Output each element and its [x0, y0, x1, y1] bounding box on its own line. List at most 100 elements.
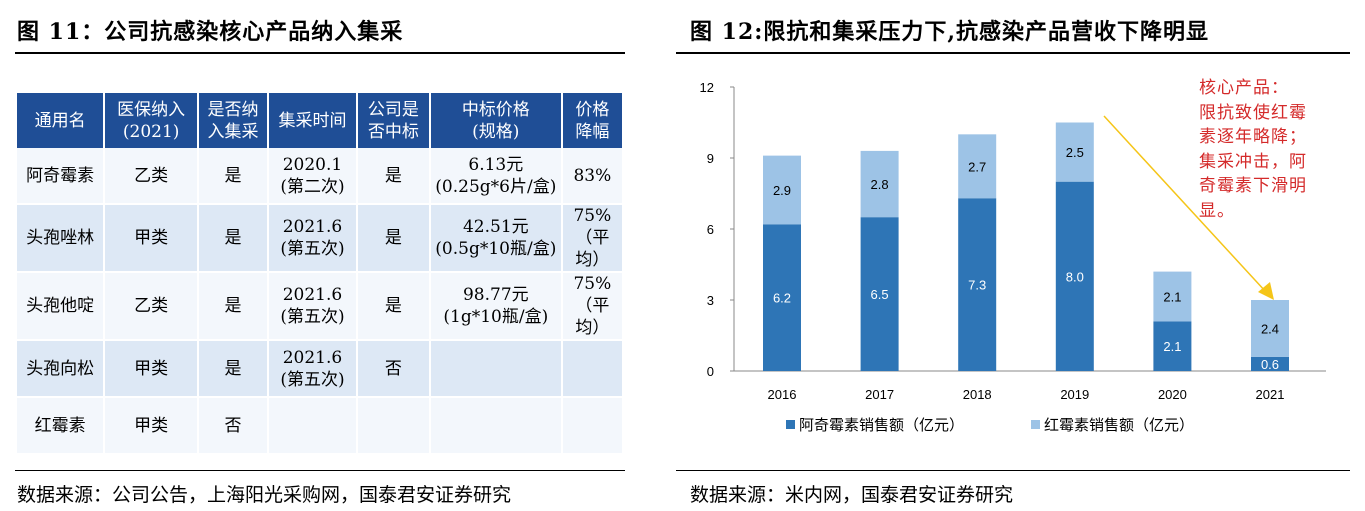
data-label: 7.3	[968, 278, 986, 293]
data-label: 2.9	[773, 183, 791, 198]
x-tick-label: 2019	[1060, 387, 1089, 402]
header-line: 中标价格	[461, 99, 530, 120]
right-source-rule	[676, 470, 1350, 471]
table-cell: 75% （平均）	[561, 272, 622, 341]
table-row: 头孢他啶 乙类是 2021.6 (第五次) 是 98.77元 (1g*10瓶/盒) 75% （平…	[17, 272, 622, 341]
cell-line: 是	[224, 228, 242, 248]
table-cell: 否	[356, 340, 431, 398]
x-tick-label: 2021	[1256, 387, 1285, 402]
cell-line: 2020.1	[282, 154, 343, 175]
header-line: 集采时间	[278, 110, 347, 131]
annotation-line: 核心产品：	[1199, 78, 1289, 98]
x-tick-label: 2017	[865, 387, 894, 402]
cell-line: 是	[224, 296, 242, 316]
data-label: 0.6	[1261, 357, 1279, 372]
bar-segment	[1251, 300, 1289, 357]
annotation-line: 显。	[1199, 200, 1235, 221]
cell-line: 是	[384, 228, 402, 248]
header-line: 价格	[575, 99, 610, 120]
cell-line: 75%	[573, 206, 612, 226]
table-row: 头孢向松 甲类 是 2021.6 (第五次) 否	[17, 340, 622, 398]
legend-swatch	[786, 420, 795, 429]
table-row: 红霉素 甲类 否	[17, 397, 622, 455]
cell-line: 是	[384, 296, 402, 316]
bar-segment	[1055, 181, 1094, 371]
cell-line: 42.51元	[462, 217, 529, 237]
column-header: 公司是 否中标	[356, 93, 431, 148]
cell-line: 是	[384, 165, 402, 186]
legend-swatch	[1031, 420, 1040, 429]
header-line: 医保纳入	[117, 99, 186, 120]
table-cell: 乙类	[104, 272, 199, 341]
right-figure-title: 图 12:限抗和集采压力下,抗感染产品营收下降明显	[690, 19, 1210, 45]
cell-line: (第二次)	[280, 176, 345, 197]
trend-arrow	[1103, 115, 1267, 293]
annotation-line: 限抗致使红霉	[1199, 102, 1307, 123]
cell-line: 98.77元	[462, 285, 529, 305]
cell-line: 6.13元	[468, 154, 524, 175]
table-cell: 是	[356, 272, 431, 341]
column-header: 是否纳 入集采	[197, 93, 270, 148]
header-line: (规格)	[472, 121, 520, 142]
bar-segment	[860, 217, 899, 371]
table-cell: 甲类	[104, 204, 199, 273]
data-label: 8.0	[1066, 269, 1084, 284]
cell-line: 头孢向松	[26, 358, 95, 379]
annotation-line: 奇霉素下滑明	[1199, 176, 1307, 196]
column-header: 通用名	[17, 93, 106, 148]
table-cell: 2020.1 (第二次)	[268, 148, 358, 205]
table-cell	[268, 397, 358, 455]
table-cell	[561, 340, 622, 398]
bar-segment	[958, 134, 997, 199]
table-cell: 98.77元 (1g*10瓶/盒)	[429, 272, 563, 341]
legend-label: 阿奇霉素销售额（亿元）	[799, 417, 964, 434]
table-row: 头孢唑林 甲类 是 2021.6 (第五次) 是 42.51元 (0.5g*10瓶/盒) 75%…	[17, 204, 622, 273]
chart-annotation: 核心产品： 限抗致使红霉 素逐年略降； 集采冲击，阿 奇霉素下滑明 显。	[1199, 76, 1324, 223]
table-cell: 2021.6 (第五次)	[268, 204, 358, 273]
table-cell: 是	[197, 272, 270, 341]
cell-line: 否	[224, 415, 242, 436]
cell-line: 是	[224, 165, 242, 186]
y-tick-label: 12	[700, 80, 714, 95]
cell-line: 红霉素	[34, 415, 86, 436]
cell-line: 甲类	[134, 228, 169, 248]
cell-line: 甲类	[134, 415, 169, 436]
cell-line: 阿奇霉素	[26, 165, 95, 186]
column-header: 中标价格 (规格)	[429, 93, 563, 148]
data-label: 2.1	[1163, 339, 1181, 354]
cell-line: 83%	[573, 165, 612, 186]
table-cell: 甲类	[104, 397, 199, 455]
table-cell: 否	[197, 397, 270, 455]
header-line: 公司是	[367, 99, 419, 120]
cell-line: (1g*10瓶/盒)	[443, 307, 549, 327]
bar-segment	[958, 198, 997, 371]
left-title-rule	[15, 52, 625, 54]
column-header: 集采时间	[268, 93, 358, 148]
table-cell: 头孢唑林	[17, 204, 106, 273]
cell-line: 头孢他啶	[26, 296, 95, 316]
header-line: 是否纳	[207, 99, 259, 120]
table-cell	[561, 397, 622, 455]
header-line: 否中标	[367, 121, 419, 142]
arrow-head-icon	[1258, 282, 1274, 300]
cell-line: (0.5g*10瓶/盒)	[435, 239, 557, 259]
cell-line: 甲类	[134, 358, 169, 379]
data-label: 6.2	[773, 291, 791, 306]
x-tick-label: 2016	[768, 387, 797, 402]
data-label: 2.8	[871, 177, 889, 192]
table-cell: 83%	[561, 148, 622, 205]
data-label: 2.1	[1163, 289, 1181, 304]
left-source-rule	[15, 470, 625, 471]
table-cell: 甲类	[104, 340, 199, 398]
table-cell: 2021.6 (第五次)	[268, 272, 358, 341]
cell-line: 2021.6	[282, 217, 343, 237]
bar-segment	[1251, 356, 1289, 371]
table-cell: 乙类	[104, 148, 199, 205]
cell-line: 乙类	[134, 296, 169, 316]
right-source: 数据来源：米内网，国泰君安证券研究	[690, 484, 1014, 506]
cell-line: (第五次)	[280, 307, 345, 327]
table-cell: 是	[197, 148, 270, 205]
table-cell	[429, 340, 563, 398]
table-cell: 头孢向松	[17, 340, 106, 398]
header-line: (2021)	[122, 121, 180, 142]
